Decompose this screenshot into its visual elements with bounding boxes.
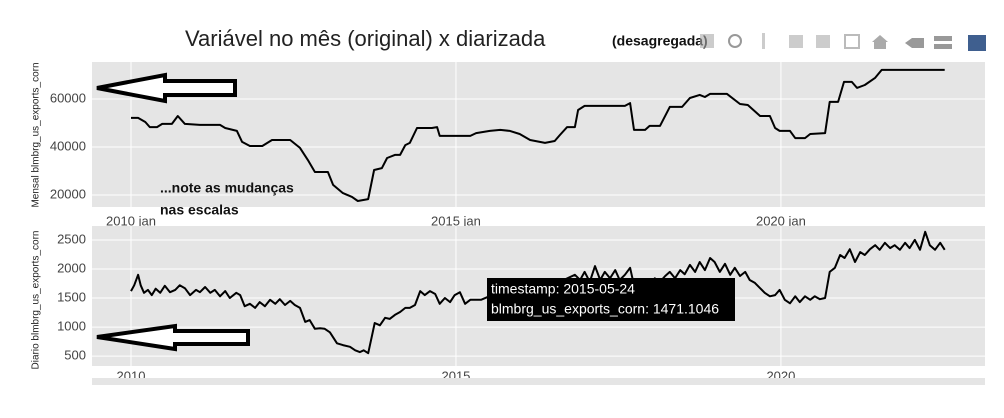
y-tick-label: 20000 [50, 186, 86, 201]
y-tick-label: 2500 [57, 231, 86, 246]
tool-camera[interactable] [700, 34, 714, 48]
tool-pan[interactable] [762, 33, 765, 49]
arrow [96, 323, 250, 352]
tool-reset[interactable] [872, 35, 888, 49]
annotation: nas escalas [160, 202, 239, 218]
x-tick-label: 2020 jan [756, 213, 806, 228]
y-axis-title: Diario blmbrg_us_exports_corn [31, 231, 42, 370]
y-tick-label: 60000 [50, 90, 86, 105]
data-line [131, 68, 945, 202]
tool-logo[interactable] [968, 35, 986, 51]
range-band [92, 378, 985, 385]
tool-compare[interactable] [934, 36, 952, 41]
tool-zoom-out[interactable] [816, 35, 830, 48]
tooltip-text: blmbrg_us_exports_corn: 1471.1046 [491, 301, 719, 317]
y-tick-label: 500 [64, 348, 86, 363]
y-tick-label: 1500 [57, 289, 86, 304]
toolbar [700, 33, 986, 51]
tooltip: timestamp: 2015-05-24 blmbrg_us_exports_… [487, 278, 735, 321]
x-tick-label: 2010 jan [106, 213, 156, 228]
tool-autoscale[interactable] [844, 34, 860, 49]
x-tick-label: 2015 jan [431, 213, 481, 228]
tool-compare[interactable] [934, 44, 952, 49]
tool-zoom-in[interactable] [789, 35, 803, 48]
y-tick-label: 2000 [57, 260, 86, 275]
tool-zoom[interactable] [728, 34, 742, 48]
annotation: ...note as mudanças [160, 180, 294, 196]
y-tick-label: 40000 [50, 138, 86, 153]
chart-title: Variável no mês (original) x diarizada [185, 26, 546, 51]
y-axis-title: Mensal blmbrg_us_exports_corn [31, 62, 42, 207]
arrow [96, 72, 237, 104]
plot-area [92, 62, 985, 207]
tooltip-text: timestamp: 2015-05-24 [491, 281, 635, 297]
chart-title-suffix: (desagregada) [612, 33, 708, 49]
tooltip-box [487, 278, 735, 321]
y-tick-label: 1000 [57, 319, 86, 334]
tool-spike[interactable] [905, 38, 924, 48]
